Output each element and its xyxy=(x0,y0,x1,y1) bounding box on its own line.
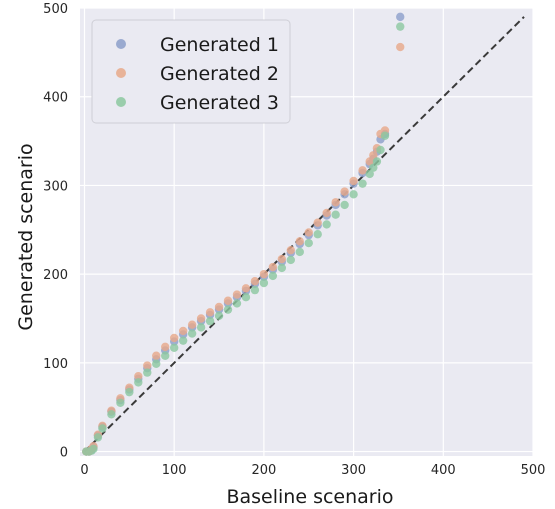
data-point xyxy=(322,208,331,218)
data-point xyxy=(396,22,405,31)
data-point xyxy=(250,277,260,286)
legend-label: Generated 2 xyxy=(160,63,279,85)
y-tick-label: 100 xyxy=(43,357,68,372)
data-point xyxy=(365,157,374,166)
x-tick-label: 0 xyxy=(80,463,88,478)
data-point xyxy=(93,433,103,442)
data-point xyxy=(365,169,374,179)
data-point xyxy=(143,368,152,377)
data-point xyxy=(134,378,143,387)
data-point xyxy=(286,255,296,265)
data-point xyxy=(161,342,170,352)
data-point xyxy=(277,263,287,273)
data-point xyxy=(295,247,304,257)
data-point xyxy=(205,308,215,317)
data-point xyxy=(232,290,242,299)
data-point xyxy=(187,329,197,338)
data-point xyxy=(268,262,278,272)
x-axis-ticks: 0 100 200 300 400 500 xyxy=(80,463,545,478)
x-tick-label: 100 xyxy=(162,463,187,478)
data-point xyxy=(340,200,349,210)
data-points xyxy=(82,12,405,456)
series-3 xyxy=(82,22,405,456)
data-point xyxy=(396,42,405,52)
legend-label: Generated 1 xyxy=(160,34,279,56)
y-axis-label: Generated scenario xyxy=(15,143,37,330)
y-tick-label: 400 xyxy=(43,91,68,106)
data-point xyxy=(152,351,161,360)
data-point xyxy=(380,131,390,140)
data-point xyxy=(322,220,331,229)
reference-diagonal xyxy=(83,16,525,453)
legend-marker xyxy=(116,97,126,107)
data-point xyxy=(161,351,170,360)
data-point xyxy=(358,166,367,175)
data-point xyxy=(369,151,378,160)
legend-label: Generated 3 xyxy=(160,92,279,114)
data-point xyxy=(250,285,260,295)
data-point xyxy=(369,163,378,172)
data-point xyxy=(241,293,251,302)
series-2 xyxy=(82,42,405,456)
data-point xyxy=(331,198,340,207)
data-point xyxy=(187,320,197,329)
data-point xyxy=(349,176,358,186)
data-point xyxy=(372,157,382,166)
x-tick-label: 300 xyxy=(341,463,366,478)
x-axis-label: Baseline scenario xyxy=(226,486,393,508)
data-point xyxy=(89,444,98,454)
data-point xyxy=(169,333,179,343)
data-point xyxy=(304,228,313,237)
x-tick-label: 400 xyxy=(431,463,456,478)
legend-marker xyxy=(116,68,126,78)
data-point xyxy=(125,387,134,397)
data-point xyxy=(259,278,269,288)
data-point xyxy=(152,359,161,368)
data-point xyxy=(214,302,224,312)
data-point xyxy=(134,371,143,381)
y-tick-label: 0 xyxy=(60,446,68,461)
data-point xyxy=(196,314,206,323)
data-point xyxy=(107,410,116,419)
data-point xyxy=(196,323,206,332)
data-point xyxy=(295,237,304,246)
legend-marker xyxy=(116,39,126,49)
legend: Generated 1 Generated 2 Generated 3 xyxy=(91,19,291,124)
data-point xyxy=(232,299,242,308)
data-point xyxy=(143,361,152,370)
data-point xyxy=(259,269,269,279)
data-point xyxy=(98,424,107,433)
data-point xyxy=(277,254,287,264)
data-point xyxy=(349,190,358,199)
data-point xyxy=(178,336,188,345)
data-point xyxy=(286,245,296,255)
x-tick-label: 500 xyxy=(521,463,546,478)
data-point xyxy=(304,238,313,248)
data-point xyxy=(313,218,322,227)
data-point xyxy=(169,343,179,352)
data-point xyxy=(116,398,125,407)
data-point xyxy=(214,311,224,321)
data-point xyxy=(358,179,367,188)
data-point xyxy=(223,305,233,314)
y-tick-label: 300 xyxy=(43,179,68,194)
data-point xyxy=(313,230,322,239)
x-tick-label: 200 xyxy=(251,463,276,478)
data-point xyxy=(376,145,385,155)
data-point xyxy=(241,284,251,293)
data-point xyxy=(331,210,340,219)
y-tick-label: 200 xyxy=(43,268,68,283)
data-point xyxy=(340,187,349,196)
data-point xyxy=(268,271,278,281)
y-tick-label: 500 xyxy=(43,2,68,17)
data-point xyxy=(205,316,215,326)
reference-line xyxy=(83,16,525,453)
legend-box xyxy=(91,19,291,124)
y-axis-ticks: 0 100 200 300 400 500 xyxy=(43,2,68,461)
data-point xyxy=(178,326,188,336)
data-point xyxy=(396,12,405,22)
data-point xyxy=(223,296,233,305)
